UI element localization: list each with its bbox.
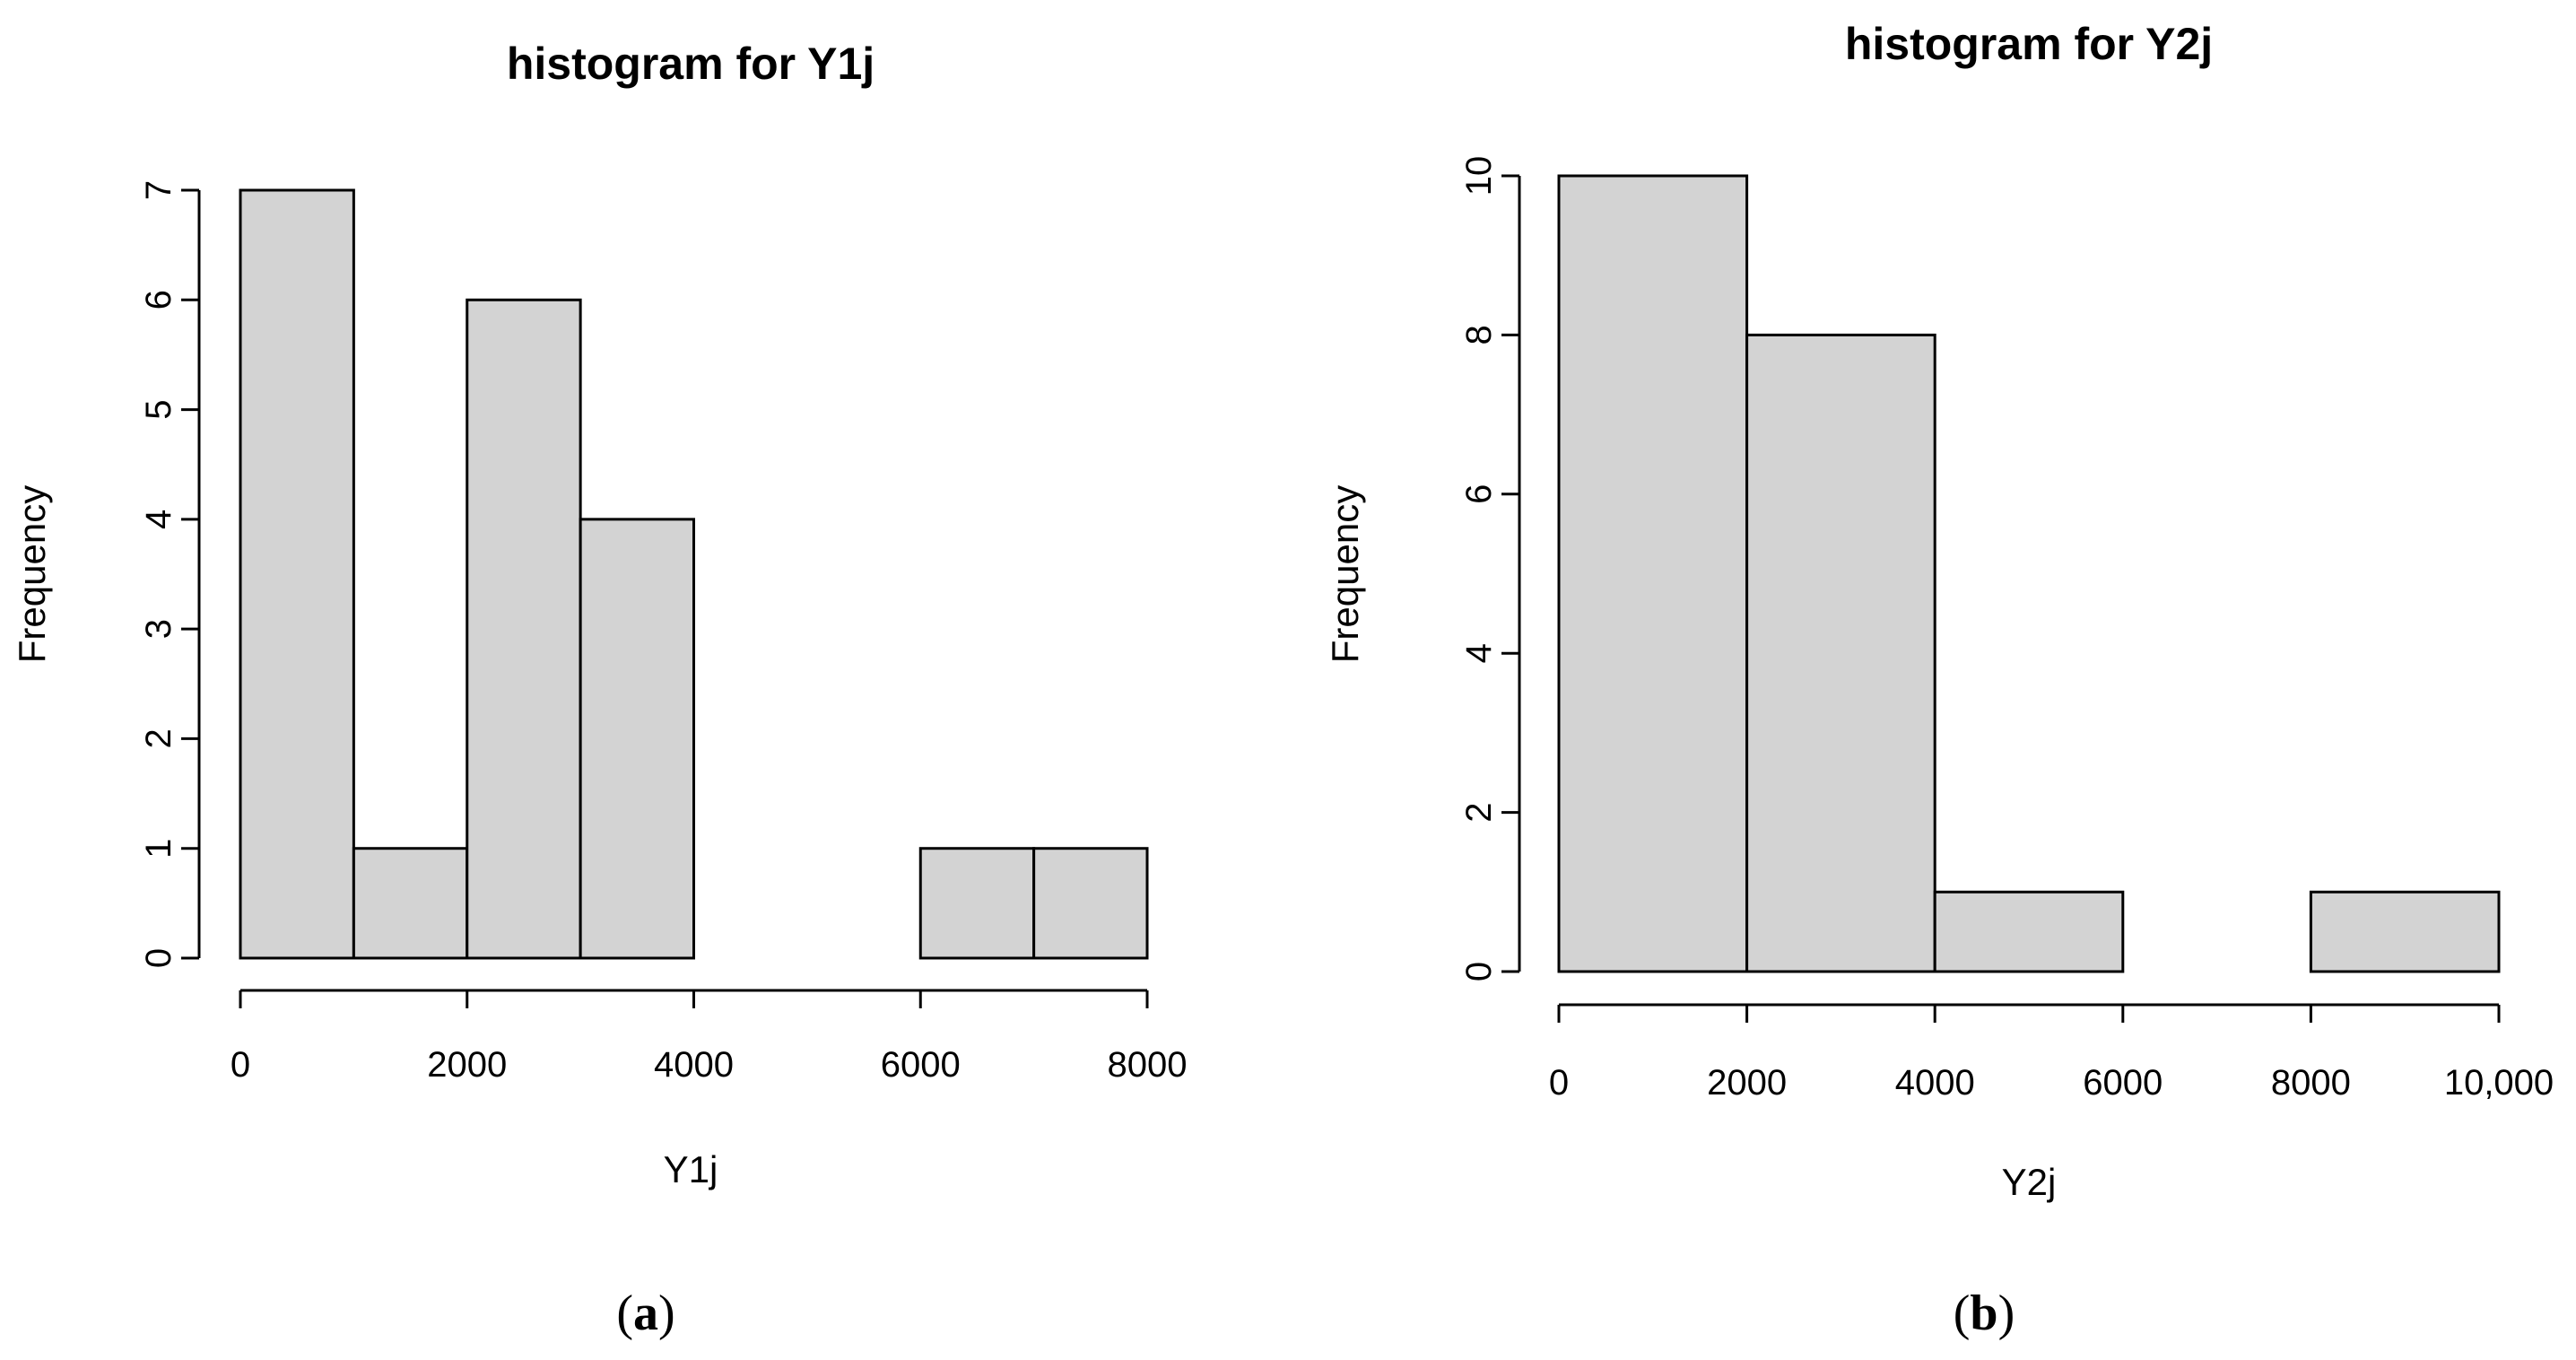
chart-b-x-tick-label-0: 0 (1549, 1063, 1569, 1103)
chart-b-panel-letter: b (1970, 1286, 1997, 1341)
chart-a-y-tick-label-0: 0 (139, 948, 178, 968)
chart-a-y-tick-label-5: 5 (139, 399, 178, 419)
chart-b-y-tick-label-2: 4 (1459, 643, 1499, 663)
chart-a-bar-3 (579, 518, 695, 960)
chart-b-panel-label: (b) (1954, 1286, 2015, 1341)
chart-b-y-tick-label-3: 6 (1459, 484, 1499, 504)
chart-b-panel-close: ) (1998, 1286, 2015, 1341)
chart-b-bar-4 (2309, 890, 2501, 973)
chart-b-bar-1 (1745, 333, 1936, 973)
chart-a-bar-0 (239, 188, 355, 960)
chart-a-bar-1 (352, 847, 469, 960)
chart-a-y-tick-label-6: 6 (139, 290, 178, 309)
chart-a-bar-2 (466, 298, 582, 960)
chart-a-y-tick-label-2: 2 (139, 728, 178, 748)
chart-b-title: histogram for Y2j (1845, 19, 2213, 69)
chart-b-x-label: Y2j (2002, 1161, 2057, 1203)
chart-b-y-label: Frequency (1324, 485, 1366, 663)
chart-a-y-ticks: 0 1 2 3 4 5 6 7 (139, 180, 199, 968)
chart-b-y-ticks: 0 2 4 6 8 10 (1459, 156, 1519, 981)
chart-a-title: histogram for Y1j (507, 39, 875, 89)
chart-b-x-tick-label-4: 8000 (2271, 1063, 2351, 1103)
chart-b-x-tick-label-2: 4000 (1895, 1063, 1975, 1103)
chart-a-y-tick-label-1: 1 (139, 839, 178, 859)
chart-b-y-tick-label-4: 8 (1459, 325, 1499, 344)
chart-a-bar-6 (918, 847, 1036, 960)
chart-b-x-tick-label-5: 10,000 (2444, 1063, 2554, 1103)
chart-b-bars (1557, 174, 2501, 973)
chart-a-panel-close: ) (658, 1286, 675, 1341)
chart-b-x-tick-label-1: 2000 (1707, 1063, 1787, 1103)
chart-b-x-tick-label-3: 6000 (2083, 1063, 2163, 1103)
chart-b-bar-0 (1557, 174, 1749, 973)
chart-a-y-tick-label-3: 3 (139, 619, 178, 639)
chart-a-panel-open: ( (616, 1286, 633, 1341)
chart-a-panel-letter: a (633, 1286, 658, 1341)
chart-a-x-tick-label-1: 2000 (427, 1045, 507, 1085)
chart-a-x-tick-label-2: 4000 (654, 1045, 734, 1085)
chart-a-x-label: Y1j (664, 1148, 718, 1190)
chart-a-x-tick-label-3: 6000 (881, 1045, 961, 1085)
chart-b-panel-open: ( (1954, 1286, 1971, 1341)
chart-b-y-tick-label-0: 0 (1459, 962, 1499, 981)
chart-a-panel-label: (a) (616, 1286, 674, 1341)
chart-a-y-tick-label-7: 7 (139, 180, 178, 200)
chart-b-bar-2 (1933, 890, 2125, 973)
chart-b-x-ticks: 0 2000 4000 6000 8000 10,000 (1549, 1005, 2554, 1103)
chart-a-bar-7 (1032, 847, 1149, 960)
chart-a-y-tick-label-4: 4 (139, 510, 178, 529)
chart-b-y-tick-label-5: 10 (1459, 156, 1499, 196)
chart-b-y-tick-label-1: 2 (1459, 802, 1499, 822)
chart-a: histogram for Y1j 0 1 2 3 4 5 6 7 0 2000 4000 6000… (11, 39, 1187, 1341)
chart-a-y-label: Frequency (11, 485, 53, 663)
chart-b: histogram for Y2j 0 2 4 6 8 10 0 2000 4000 6000 8… (1324, 19, 2554, 1341)
chart-a-x-tick-label-4: 8000 (1108, 1045, 1188, 1085)
chart-a-bars (239, 188, 1149, 960)
chart-a-x-tick-label-0: 0 (231, 1045, 250, 1085)
chart-a-x-ticks: 0 2000 4000 6000 8000 (231, 990, 1188, 1085)
